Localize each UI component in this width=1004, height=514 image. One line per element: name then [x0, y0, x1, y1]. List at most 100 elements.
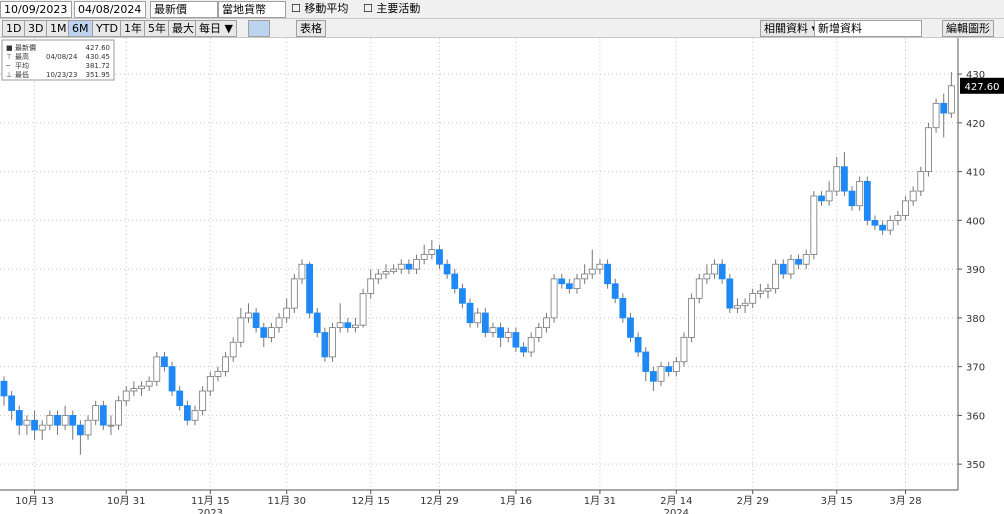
range-button[interactable]: 最大: [168, 20, 198, 37]
candle-body: [474, 312, 482, 324]
y-tick-label: 370: [966, 363, 985, 374]
candle-body: [833, 166, 841, 192]
candle-body: [795, 258, 802, 265]
currency[interactable]: 當地貨幣: [218, 1, 286, 18]
candle-body: [161, 356, 168, 368]
candle-body: [458, 288, 466, 304]
price-field[interactable]: 最新價: [150, 1, 218, 18]
candle-body: [23, 419, 31, 426]
candle-body: [535, 327, 543, 338]
candle-body: [252, 312, 260, 329]
range-button[interactable]: 1D: [2, 20, 26, 37]
candle-body: [604, 263, 611, 285]
moving-average[interactable]: ☐ 移動平均: [291, 2, 349, 15]
candle-body: [848, 190, 856, 207]
candle-body: [581, 273, 589, 280]
candle-body: [290, 278, 298, 309]
candle-body: [726, 278, 734, 309]
x-tick-label: 10月 31: [107, 495, 146, 507]
candle-body: [367, 278, 375, 294]
edit-chart[interactable]: 編輯圖形: [942, 20, 994, 37]
candle-body: [382, 271, 390, 275]
candle-body: [749, 293, 757, 304]
candle-body: [405, 263, 413, 270]
candle-body: [352, 324, 359, 329]
candle-body: [107, 424, 115, 427]
year-label: 2024: [664, 508, 689, 514]
candle-body: [466, 302, 474, 324]
candle-body: [665, 366, 673, 372]
legend-label: 平均: [15, 61, 29, 70]
candle-body: [718, 263, 726, 280]
add-data[interactable]: 新增資料: [814, 20, 922, 37]
y-tick-label: 420: [966, 119, 985, 130]
candle-body: [374, 273, 382, 280]
candle-body: [825, 190, 833, 202]
candle-body: [917, 171, 925, 192]
y-tick-label: 430: [966, 70, 985, 81]
candle-body: [31, 419, 38, 431]
key-events[interactable]: ☐ 主要活動: [363, 2, 421, 15]
y-tick-label: 400: [966, 216, 985, 227]
candle-body: [15, 410, 23, 426]
candle-body: [275, 317, 283, 329]
range-button[interactable]: 1年: [120, 20, 146, 37]
candle-body: [428, 249, 436, 255]
candle-body: [145, 380, 153, 387]
legend-marker: ╌: [6, 62, 11, 70]
candle-body: [69, 414, 77, 426]
candle-body: [260, 327, 268, 338]
y-tick-label: 390: [966, 265, 985, 276]
candle-body: [856, 180, 864, 207]
range-button[interactable]: YTD: [92, 20, 122, 37]
candle-body: [741, 302, 749, 307]
candle-body: [413, 258, 420, 270]
table-button[interactable]: 表格: [296, 20, 326, 37]
candle-body: [497, 327, 505, 338]
legend-label: 最高: [15, 52, 29, 61]
candle-body: [871, 219, 879, 226]
legend-label: 最新價: [15, 43, 36, 52]
candle-body: [183, 405, 191, 421]
range-button[interactable]: 1M: [46, 20, 71, 37]
candle-body: [313, 312, 321, 333]
start-date[interactable]: 10/09/2023: [0, 1, 72, 18]
range-button[interactable]: 5年: [144, 20, 170, 37]
candle-body: [214, 371, 222, 377]
chart-style[interactable]: [248, 20, 270, 37]
candle-body: [46, 414, 54, 426]
legend-value: 351.95: [86, 71, 111, 79]
year-label: 2023: [198, 508, 223, 514]
candle-body: [115, 400, 122, 426]
range-button[interactable]: 3D: [24, 20, 48, 37]
candle-body: [886, 219, 894, 231]
candle-body: [77, 424, 84, 436]
end-date[interactable]: 04/08/2024: [74, 1, 146, 18]
related-data[interactable]: 相關資料 ▾: [760, 20, 822, 37]
legend-marker: ⊥: [6, 71, 12, 79]
range-button[interactable]: 6M: [68, 20, 93, 37]
candle-body: [588, 268, 596, 275]
last-price-box: [960, 77, 1004, 94]
candle-body: [206, 375, 214, 392]
candle-body: [321, 332, 329, 358]
candle-body: [703, 273, 711, 280]
frequency[interactable]: 每日 ▼: [195, 20, 237, 37]
legend-value: 430.45: [86, 53, 111, 61]
candle-body: [764, 288, 772, 292]
toolbar-row-2: 1D 3D 1M 6M YTD 1年 5年 最大 每日 ▼ 表格 相關資料 ▾ …: [0, 19, 1004, 38]
candle-body: [420, 254, 428, 260]
last-price-label: 427.60: [965, 82, 1000, 93]
candle-body: [810, 195, 818, 255]
legend-value: 381.72: [86, 62, 111, 70]
y-tick-label: 380: [966, 314, 985, 325]
candle-body: [611, 283, 619, 299]
candle-body: [634, 336, 642, 353]
candle-body: [573, 278, 581, 290]
candle-body: [199, 390, 207, 411]
candle-body: [436, 249, 443, 265]
candle-body: [734, 305, 741, 309]
legend-marker: ■: [6, 44, 13, 52]
candle-body: [99, 405, 107, 426]
legend-box: [1, 39, 115, 81]
